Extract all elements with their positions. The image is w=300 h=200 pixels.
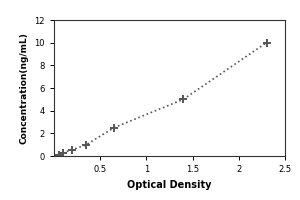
Y-axis label: Concentration(ng/mL): Concentration(ng/mL) — [20, 32, 29, 144]
X-axis label: Optical Density: Optical Density — [127, 180, 212, 190]
